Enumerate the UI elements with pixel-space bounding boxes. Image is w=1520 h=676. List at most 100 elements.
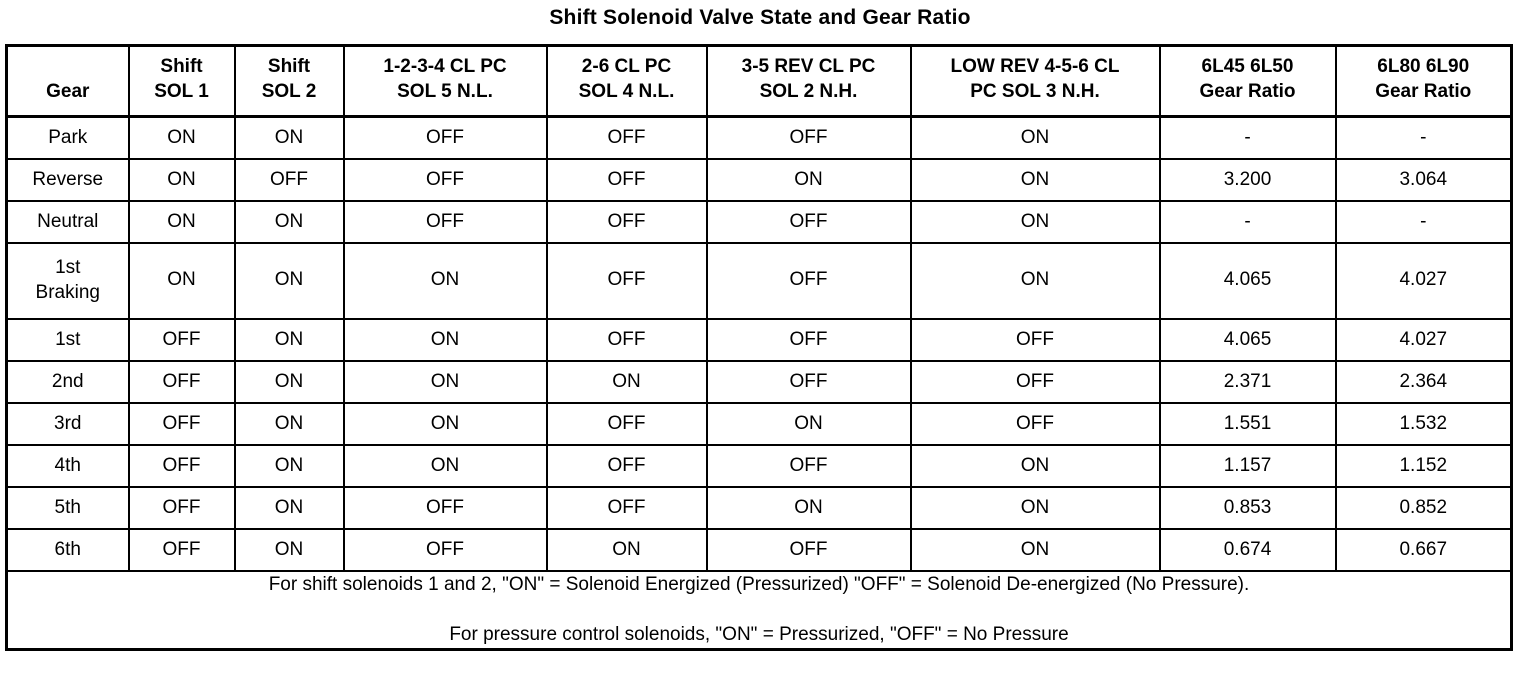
solenoid-state-cell: OFF (909, 317, 1161, 362)
solenoid-state-cell: OFF (342, 157, 548, 202)
solenoid-state-cell: OFF (545, 401, 708, 446)
gear-ratio-cell: - (1334, 115, 1513, 160)
header-line: 2-6 CL PC (581, 56, 672, 78)
solenoid-state-cell: ON (909, 443, 1161, 488)
solenoid-state-cell: OFF (705, 317, 912, 362)
solenoid-state-cell: ON (127, 115, 236, 160)
header-line: 6L45 6L50 (1201, 56, 1294, 78)
gear-cell: Reverse (5, 157, 130, 202)
header-line: SOL 4 N.L. (578, 80, 675, 102)
solenoid-state-cell: ON (233, 359, 345, 404)
column-header-1-2-3-4-cl-pc-sol-5: 1-2-3-4 CL PC SOL 5 N.L. (342, 44, 548, 118)
solenoid-state-cell: OFF (127, 485, 236, 530)
solenoid-state-cell: OFF (705, 241, 912, 320)
gear-label-line: Braking (35, 281, 100, 303)
column-header-low-rev-4-5-6-cl-pc-sol-3: LOW REV 4-5-6 CL PC SOL 3 N.H. (909, 44, 1161, 118)
solenoid-state-cell: ON (233, 527, 345, 572)
column-header-6l45-6l50-gear-ratio: 6L45 6L50 Gear Ratio (1158, 44, 1337, 118)
solenoid-state-cell: ON (342, 317, 548, 362)
solenoid-state-cell: OFF (545, 443, 708, 488)
gear-label-line: 4th (54, 454, 81, 476)
solenoid-state-cell: ON (909, 115, 1161, 160)
gear-ratio-cell: 3.064 (1334, 157, 1513, 202)
solenoid-state-cell: OFF (545, 199, 708, 244)
gear-ratio-cell: 4.065 (1158, 317, 1337, 362)
header-line: Gear Ratio (1375, 80, 1472, 102)
gear-ratio-cell: 3.200 (1158, 157, 1337, 202)
gear-ratio-cell: 1.152 (1334, 443, 1513, 488)
gear-ratio-cell: 1.532 (1334, 401, 1513, 446)
solenoid-state-cell: ON (545, 359, 708, 404)
solenoid-state-cell: OFF (233, 157, 345, 202)
table-notes: For shift solenoids 1 and 2, "ON" = Sole… (5, 569, 1513, 650)
solenoid-state-cell: ON (909, 199, 1161, 244)
header-line: Shift (160, 56, 203, 78)
solenoid-state-cell: OFF (127, 527, 236, 572)
gear-ratio-cell: 1.157 (1158, 443, 1337, 488)
table-row-3rd: 3rd OFF ON ON OFF ON OFF 1.551 1.532 (5, 401, 1513, 446)
gear-cell: 1st (5, 317, 130, 362)
table-row-6th: 6th OFF ON OFF ON OFF ON 0.674 0.667 (5, 527, 1513, 572)
solenoid-state-cell: OFF (909, 359, 1161, 404)
gear-cell: 5th (5, 485, 130, 530)
solenoid-state-cell: OFF (545, 115, 708, 160)
gear-ratio-cell: 4.027 (1334, 317, 1513, 362)
gear-label-line: 6th (54, 538, 81, 560)
gear-cell: Neutral (5, 199, 130, 244)
solenoid-state-cell: OFF (705, 359, 912, 404)
solenoid-state-cell: OFF (342, 485, 548, 530)
page-title: Shift Solenoid Valve State and Gear Rati… (549, 6, 971, 29)
solenoid-state-cell: OFF (705, 115, 912, 160)
gear-ratio-cell: 1.551 (1158, 401, 1337, 446)
solenoid-state-cell: OFF (909, 401, 1161, 446)
solenoid-state-cell: ON (127, 157, 236, 202)
table-row-4th: 4th OFF ON ON OFF OFF ON 1.157 1.152 (5, 443, 1513, 488)
solenoid-state-cell: ON (233, 115, 345, 160)
column-header-3-5-rev-cl-pc-sol-2: 3-5 REV CL PC SOL 2 N.H. (705, 44, 912, 118)
solenoid-state-cell: ON (233, 199, 345, 244)
table-row-2nd: 2nd OFF ON ON ON OFF OFF 2.371 2.364 (5, 359, 1513, 404)
header-line: SOL 2 N.H. (759, 80, 858, 102)
solenoid-state-cell: ON (127, 241, 236, 320)
table-row-5th: 5th OFF ON OFF OFF ON ON 0.853 0.852 (5, 485, 1513, 530)
solenoid-state-cell: ON (705, 485, 912, 530)
gear-ratio-cell: 0.674 (1158, 527, 1337, 572)
gear-label-line: Reverse (32, 168, 104, 190)
gear-ratio-cell: 0.667 (1334, 527, 1513, 572)
gear-cell: Park (5, 115, 130, 160)
gear-label-line: Park (48, 126, 88, 148)
gear-cell: 3rd (5, 401, 130, 446)
solenoid-state-cell: OFF (342, 115, 548, 160)
solenoid-state-cell: ON (545, 527, 708, 572)
header-line: SOL 1 (154, 80, 209, 102)
solenoid-state-cell: OFF (705, 527, 912, 572)
header-line: LOW REV 4-5-6 CL (950, 56, 1120, 78)
solenoid-state-cell: ON (233, 317, 345, 362)
solenoid-state-cell: OFF (545, 241, 708, 320)
gear-ratio-cell: 4.027 (1334, 241, 1513, 320)
header-line: Shift (267, 56, 311, 78)
solenoid-state-cell: OFF (127, 359, 236, 404)
gear-label-line: Neutral (37, 210, 99, 232)
solenoid-state-cell: OFF (705, 199, 912, 244)
gear-ratio-cell: - (1158, 199, 1337, 244)
solenoid-state-cell: ON (233, 443, 345, 488)
gear-label-line: 1st (55, 328, 81, 350)
gear-ratio-cell: 0.852 (1334, 485, 1513, 530)
header-line: SOL 5 N.L. (397, 80, 493, 102)
gear-cell: 6th (5, 527, 130, 572)
table-row-neutral: Neutral ON ON OFF OFF OFF ON - - (5, 199, 1513, 244)
header-line: 6L80 6L90 (1377, 56, 1470, 78)
solenoid-state-cell: OFF (127, 401, 236, 446)
solenoid-state-cell: OFF (127, 443, 236, 488)
solenoid-state-cell: OFF (127, 317, 236, 362)
solenoid-state-cell: OFF (545, 157, 708, 202)
gear-ratio-cell: 2.371 (1158, 359, 1337, 404)
gear-label-line: 5th (54, 496, 81, 518)
gear-label-line: 3rd (54, 412, 82, 434)
solenoid-state-cell: OFF (342, 199, 548, 244)
table-row-reverse: Reverse ON OFF OFF OFF ON ON 3.200 3.064 (5, 157, 1513, 202)
solenoid-state-cell: OFF (342, 527, 548, 572)
solenoid-state-cell: ON (233, 401, 345, 446)
column-header-shift-sol-2: Shift SOL 2 (233, 44, 345, 118)
